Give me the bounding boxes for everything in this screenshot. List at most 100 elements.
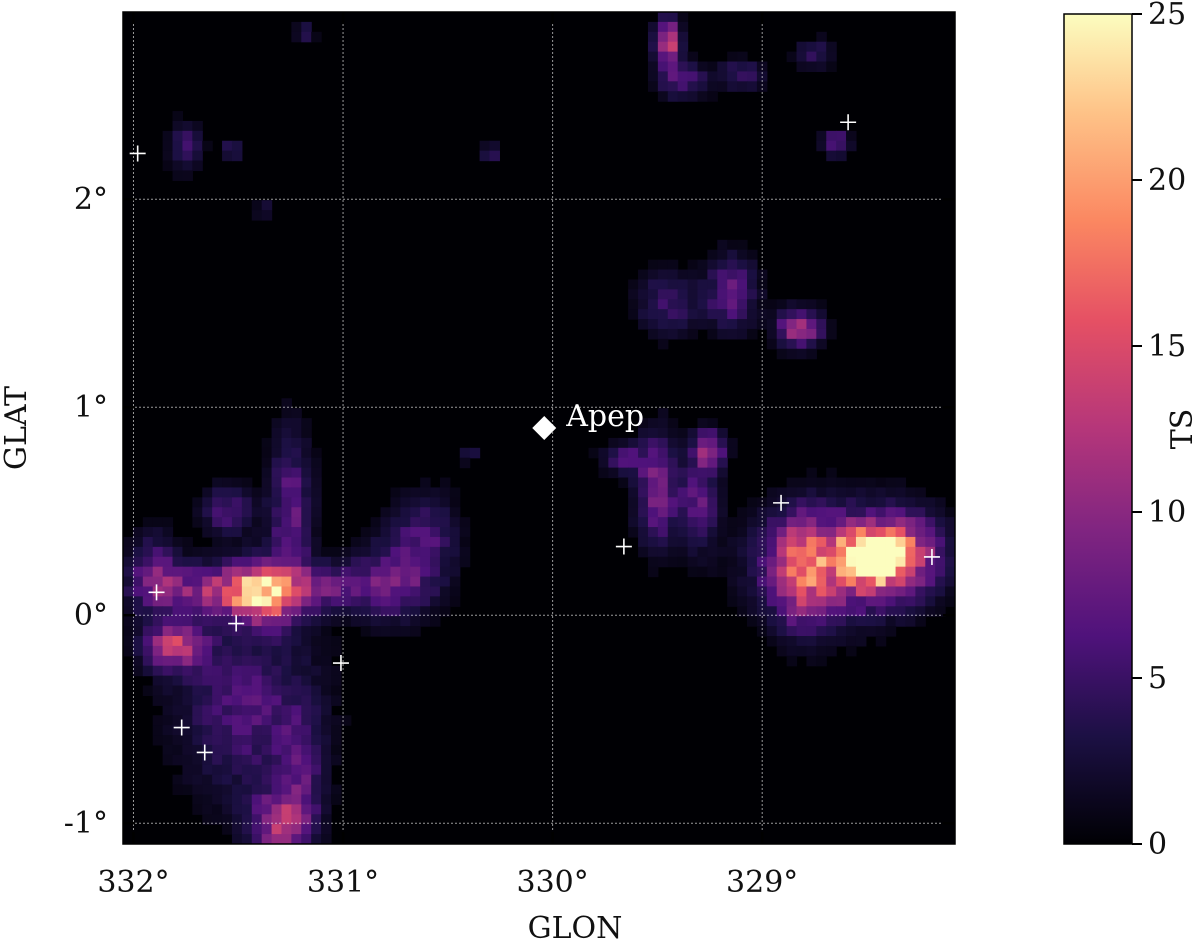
ts-pixel <box>895 517 907 528</box>
ts-pixel <box>400 606 411 617</box>
ts-pixel <box>212 566 223 578</box>
ts-pixel <box>152 517 164 528</box>
ts-pixel <box>786 636 798 647</box>
ts-pixel <box>350 596 362 607</box>
ts-pixel <box>251 705 263 716</box>
ts-pixel <box>806 309 817 320</box>
ts-pixel <box>747 596 758 607</box>
ts-pixel <box>786 556 798 568</box>
ts-pixel <box>895 566 907 578</box>
ts-pixel <box>281 418 292 429</box>
x-ticks: 332° 331° 330° 329° <box>97 12 798 900</box>
ts-pixel <box>638 289 649 300</box>
ts-pixel <box>142 576 154 588</box>
ts-pixel <box>231 536 243 548</box>
ts-pixel <box>192 754 203 766</box>
ts-pixel <box>459 447 471 459</box>
ts-pixel <box>291 705 302 716</box>
ts-pixel <box>895 497 907 508</box>
ts-pixel <box>202 774 213 786</box>
ts-pixel <box>251 507 263 518</box>
ts-pixel <box>836 140 847 152</box>
ts-pixel <box>905 606 916 617</box>
ts-pixel <box>727 309 738 320</box>
ts-pixel <box>142 655 154 667</box>
ts-pixel <box>321 814 332 825</box>
ts-pixel <box>202 517 213 528</box>
ts-pixel <box>865 586 877 597</box>
ts-pixel <box>687 527 699 538</box>
ts-pixel <box>291 31 302 43</box>
ts-pixel <box>915 527 926 538</box>
ts-pixel <box>172 606 184 617</box>
ts-pixel <box>439 527 451 538</box>
ts-pixel <box>895 606 907 617</box>
ts-pixel <box>697 566 708 578</box>
ts-pixel <box>647 81 659 92</box>
ts-pixel <box>855 527 867 538</box>
ts-pixel <box>241 715 253 726</box>
ts-pixel <box>717 467 728 479</box>
ts-pixel <box>846 556 857 568</box>
ts-pixel <box>222 616 233 627</box>
ts-pixel <box>717 546 728 558</box>
ts-pixel <box>846 497 857 508</box>
ts-pixel <box>647 487 659 498</box>
ts-pixel <box>281 715 292 726</box>
ts-pixel <box>657 71 669 82</box>
ts-pixel <box>241 497 253 508</box>
ts-pixel <box>806 616 817 627</box>
ts-pixel <box>311 487 322 498</box>
ts-pixel <box>865 546 877 558</box>
ts-pixel <box>291 645 302 657</box>
ts-pixel <box>816 655 827 667</box>
ts-pixel <box>162 754 174 766</box>
ts-pixel <box>390 576 401 588</box>
ts-pixel <box>291 814 302 825</box>
ts-pixel <box>677 536 689 548</box>
ts-pixel <box>281 814 292 825</box>
ts-pixel <box>776 566 788 578</box>
ts-pixel <box>321 645 332 657</box>
ts-pixel <box>657 517 669 528</box>
ts-pixel <box>846 616 857 627</box>
ts-pixel <box>132 556 144 568</box>
ts-pixel <box>806 576 817 588</box>
ts-pixel <box>311 556 322 568</box>
ts-pixel <box>816 596 827 607</box>
ts-pixel <box>222 586 233 597</box>
ts-pixel <box>212 596 223 607</box>
ts-pixel <box>162 675 174 687</box>
ts-pixel <box>638 418 649 429</box>
ts-pixel <box>895 616 907 627</box>
ts-pixel <box>142 626 154 637</box>
ts-pixel <box>786 536 798 548</box>
ts-pixel <box>231 477 243 489</box>
ts-pixel <box>865 576 877 588</box>
ts-pixel <box>667 457 679 469</box>
ts-pixel <box>271 437 283 449</box>
ts-pixel <box>875 576 887 588</box>
ts-pixel <box>697 91 708 102</box>
ts-pixel <box>707 457 718 469</box>
ts-pixel <box>816 497 827 508</box>
ts-pixel <box>301 447 312 459</box>
ts-pixel <box>707 249 718 261</box>
ts-pixel <box>885 527 897 538</box>
ts-pixel <box>677 546 689 558</box>
ts-pixel <box>647 527 659 538</box>
ts-pixel <box>915 606 926 617</box>
ts-pixel <box>241 824 253 835</box>
ts-pixel <box>281 586 292 597</box>
ts-pixel <box>281 477 292 489</box>
ts-pixel <box>707 507 718 518</box>
ts-pixel <box>400 576 411 588</box>
ts-pixel <box>172 586 184 597</box>
ts-pixel <box>132 636 144 647</box>
ts-pixel <box>657 477 669 489</box>
ts-pixel <box>707 299 718 310</box>
ts-pixel <box>816 517 827 528</box>
ts-pixel <box>588 447 600 459</box>
ts-pixel <box>182 725 193 736</box>
ts-pixel <box>796 636 808 647</box>
